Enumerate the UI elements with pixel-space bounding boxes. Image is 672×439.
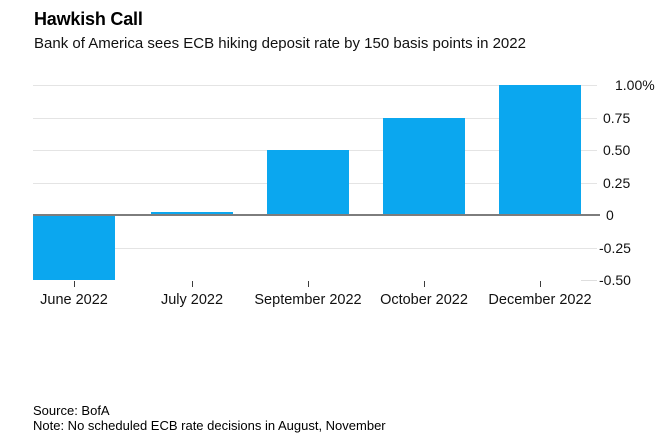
x-axis-tick — [308, 281, 309, 287]
bar — [267, 150, 349, 215]
chart-title: Hawkish Call — [34, 9, 143, 29]
zero-baseline — [33, 214, 600, 216]
y-axis-tick-label: -0.25 — [599, 240, 631, 256]
x-axis-tick — [424, 281, 425, 287]
y-axis-tick-dash — [581, 280, 597, 281]
y-axis-tick-label: 0.50 — [603, 142, 631, 158]
y-axis-tick-label: 0.75 — [603, 110, 631, 126]
source-text: Source: BofA — [33, 403, 110, 418]
gridline — [33, 248, 597, 249]
chart-subtitle: Bank of America sees ECB hiking deposit … — [34, 35, 526, 52]
x-axis-label: July 2022 — [160, 292, 224, 308]
gridline — [33, 85, 597, 86]
x-axis-label: December 2022 — [488, 292, 592, 308]
x-axis-tick — [192, 281, 193, 287]
y-axis-tick-label: 0 — [606, 207, 614, 223]
x-axis-label: September 2022 — [254, 292, 362, 308]
bar — [151, 212, 233, 214]
gridline — [33, 118, 597, 119]
note-text: Note: No scheduled ECB rate decisions in… — [33, 418, 386, 433]
y-axis-tick-label: -0.50 — [599, 272, 631, 288]
x-axis-label: June 2022 — [40, 292, 108, 308]
y-axis-tick-label: 1.00% — [615, 77, 655, 93]
bar — [383, 118, 465, 216]
x-axis-tick — [540, 281, 541, 287]
x-axis-label: October 2022 — [380, 292, 468, 308]
bar — [499, 85, 581, 215]
y-axis-tick-label: 0.25 — [603, 175, 631, 191]
x-axis-tick — [74, 281, 75, 287]
bar — [33, 215, 115, 280]
